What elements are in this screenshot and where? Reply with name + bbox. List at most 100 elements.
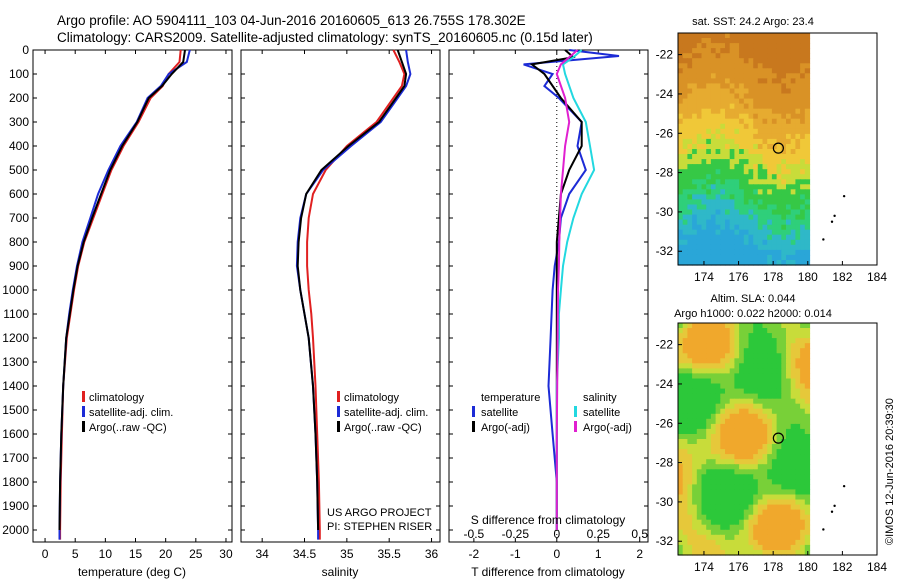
map-cell xyxy=(800,333,806,339)
map-cell xyxy=(795,68,801,74)
map-cell xyxy=(753,428,759,435)
map-cell xyxy=(678,393,684,400)
map-cell xyxy=(771,514,778,521)
map-cell xyxy=(734,128,740,135)
map-cell xyxy=(739,63,745,69)
map-cell xyxy=(710,239,717,246)
map-cell xyxy=(771,434,778,440)
map-cell xyxy=(692,83,698,89)
map-cell xyxy=(804,388,811,395)
map-cell xyxy=(786,328,792,334)
map-cell xyxy=(762,103,768,110)
map-cell xyxy=(781,189,787,195)
map-cell xyxy=(753,53,759,59)
map-cell xyxy=(762,254,768,261)
map-cell xyxy=(762,214,768,221)
map-cell xyxy=(678,328,684,334)
map-cell xyxy=(762,489,768,495)
map-cell xyxy=(776,323,782,329)
map-cell xyxy=(800,504,806,511)
map-cell xyxy=(725,474,731,480)
map-cell xyxy=(725,239,731,246)
map-cell xyxy=(781,93,787,100)
map-cell xyxy=(725,539,731,546)
map-cell xyxy=(762,189,768,195)
map-cell xyxy=(776,48,782,54)
map-cell xyxy=(729,388,735,395)
map-cell xyxy=(725,133,731,140)
map-cell xyxy=(701,149,707,155)
map-cell xyxy=(767,373,773,379)
map-cell xyxy=(734,439,740,445)
map-cell xyxy=(715,194,721,200)
map-cell xyxy=(739,509,745,516)
map-cell xyxy=(786,169,792,175)
map-cell xyxy=(757,144,764,150)
map-cell xyxy=(795,164,801,170)
map-cell xyxy=(739,479,745,485)
map-cell xyxy=(776,454,782,460)
map-cell xyxy=(776,68,782,74)
map-cell xyxy=(757,38,764,44)
map-cell xyxy=(800,494,806,501)
map-cell xyxy=(743,378,750,385)
map-cell xyxy=(743,98,750,105)
map-cell xyxy=(757,234,764,241)
map-cell xyxy=(706,184,712,190)
map-cell xyxy=(696,108,703,115)
map-cell xyxy=(701,423,707,430)
map-cell xyxy=(692,33,698,39)
map-cell xyxy=(800,393,806,400)
map-cell xyxy=(701,403,707,410)
map-cell xyxy=(687,33,693,39)
map-cell xyxy=(687,239,693,246)
map-cell xyxy=(804,128,811,135)
map-cell xyxy=(692,544,698,551)
map-cell xyxy=(781,123,787,130)
map-cell xyxy=(753,88,759,95)
map-cell xyxy=(800,149,806,155)
map-cell xyxy=(734,378,740,385)
map-cell xyxy=(701,234,707,241)
map-cell xyxy=(762,58,768,64)
map-cell xyxy=(781,449,787,455)
map-cell xyxy=(701,408,707,415)
map-cell xyxy=(781,108,787,115)
map-cell xyxy=(786,144,792,150)
map-cell xyxy=(753,328,759,334)
map-cell xyxy=(734,333,740,339)
map-cell xyxy=(743,368,750,374)
map-cell xyxy=(696,459,703,465)
map-cell xyxy=(687,333,693,339)
map-cell xyxy=(678,343,684,349)
map-cell xyxy=(692,204,698,211)
map-cell xyxy=(795,489,801,495)
map-cell xyxy=(790,159,796,165)
map-cell xyxy=(748,444,754,450)
map-cell xyxy=(771,174,778,180)
map-cell xyxy=(682,428,688,435)
map-cell xyxy=(781,323,787,329)
map-cell xyxy=(706,434,712,440)
map-cell xyxy=(710,413,717,420)
map-cell xyxy=(790,479,796,485)
map-cell xyxy=(720,73,726,79)
map-cell xyxy=(748,539,754,546)
map-cell xyxy=(696,63,703,69)
map-cell xyxy=(762,403,768,410)
map-cell xyxy=(710,398,717,405)
map-cell xyxy=(771,459,778,465)
map-cell xyxy=(729,539,735,546)
map-cell xyxy=(729,504,735,511)
map-cell xyxy=(790,529,796,536)
map-cell xyxy=(725,204,731,211)
map-cell xyxy=(687,534,693,541)
map-cell xyxy=(790,469,796,475)
map-cell xyxy=(687,383,693,390)
map-cell xyxy=(786,539,792,546)
map-cell xyxy=(729,209,735,216)
map-cell xyxy=(678,469,684,475)
map-cell xyxy=(786,423,792,430)
map-cell xyxy=(757,469,764,475)
map-cell xyxy=(771,479,778,485)
